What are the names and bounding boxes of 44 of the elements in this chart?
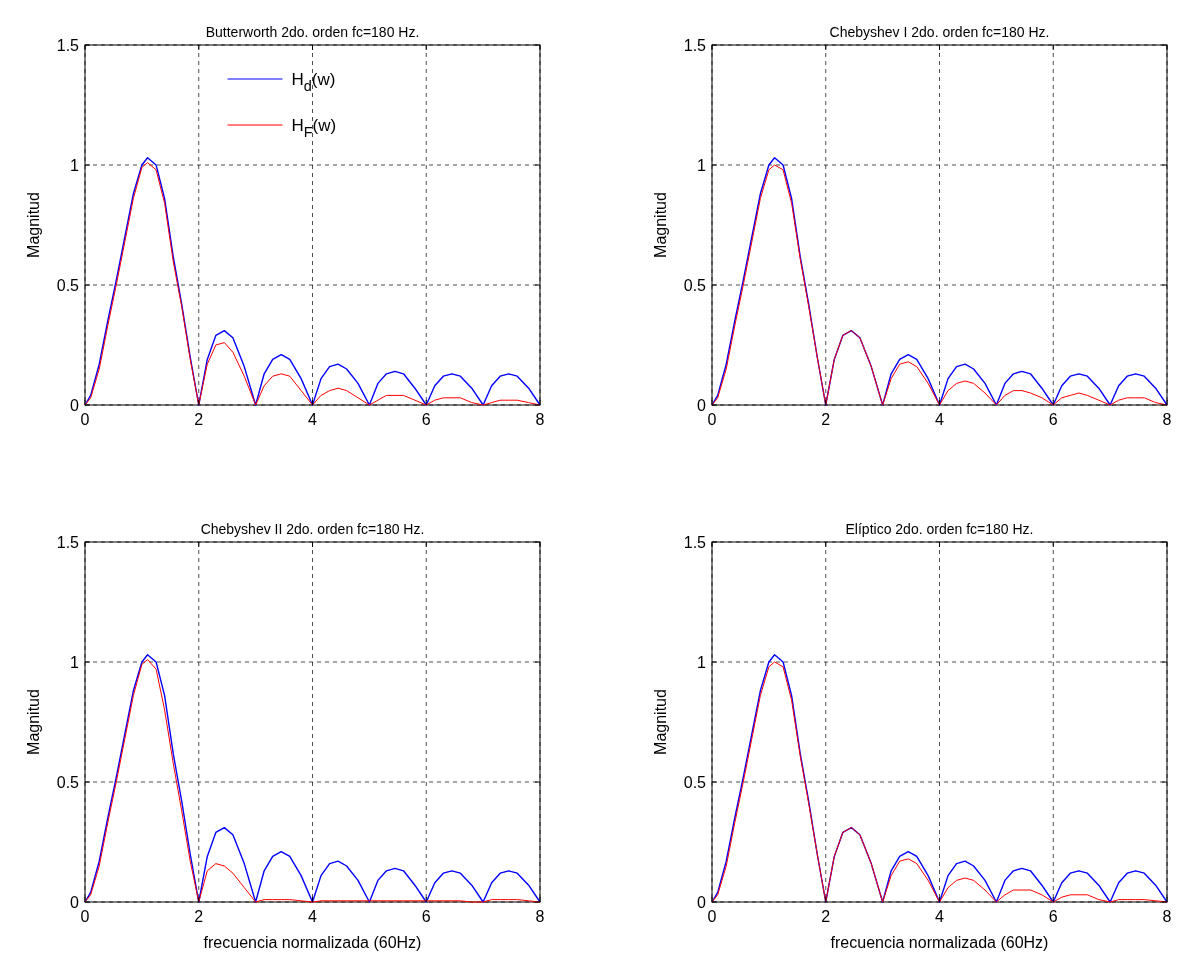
x-tick-label: 2 [821, 411, 831, 428]
y-axis-title: Magnitud [25, 192, 42, 258]
y-tick-label: 1.5 [56, 37, 80, 54]
y-tick-label: 1.5 [683, 37, 707, 54]
y-tick-label: 1 [697, 157, 707, 174]
y-tick-label: 1 [70, 157, 80, 174]
x-tick-label: 8 [1162, 908, 1172, 925]
legend-label: H$_{F}$(w) [291, 116, 337, 140]
x-tick-label: 4 [308, 411, 318, 428]
x-tick-label: 8 [1162, 411, 1172, 428]
x-tick-label: 4 [935, 411, 945, 428]
y-axis-title: Magnitud [652, 689, 669, 755]
x-tick-label: 6 [421, 908, 431, 925]
legend-label: H$_{d}$(w) [291, 70, 336, 94]
y-axis-title: Magnitud [25, 689, 42, 755]
x-tick-label: 4 [935, 908, 945, 925]
x-tick-label: 8 [535, 411, 545, 428]
y-tick-label: 1.5 [56, 534, 80, 551]
y-tick-label: 0 [697, 397, 707, 414]
y-axis-title: Magnitud [652, 192, 669, 258]
y-tick-label: 0 [70, 397, 80, 414]
x-tick-label: 4 [308, 908, 318, 925]
x-tick-label: 6 [421, 411, 431, 428]
x-axis-title: frecuencia normalizada (60Hz) [830, 934, 1049, 951]
y-tick-label: 0.5 [56, 277, 80, 294]
x-tick-label: 8 [535, 908, 545, 925]
x-tick-label: 2 [821, 908, 831, 925]
x-tick-label: 6 [1048, 411, 1058, 428]
chart-title: Butterworth 2do. orden fc=180 Hz. [205, 24, 420, 40]
x-axis-title: frecuencia normalizada (60Hz) [203, 934, 422, 951]
x-tick-label: 2 [194, 908, 204, 925]
x-tick-label: 2 [194, 411, 204, 428]
y-tick-label: 0.5 [56, 774, 80, 791]
y-tick-label: 0.5 [683, 277, 707, 294]
chart-title: Chebyshev II 2do. orden fc=180 Hz. [200, 521, 425, 537]
chart-title: Chebyshev I 2do. orden fc=180 Hz. [829, 24, 1050, 40]
y-tick-label: 0 [697, 894, 707, 911]
y-tick-label: 1.5 [683, 534, 707, 551]
chart-title: Elíptico 2do. orden fc=180 Hz. [845, 521, 1034, 537]
y-tick-label: 1 [70, 654, 80, 671]
y-tick-label: 1 [697, 654, 707, 671]
y-tick-label: 0 [70, 894, 80, 911]
y-tick-label: 0.5 [683, 774, 707, 791]
x-tick-label: 6 [1048, 908, 1058, 925]
